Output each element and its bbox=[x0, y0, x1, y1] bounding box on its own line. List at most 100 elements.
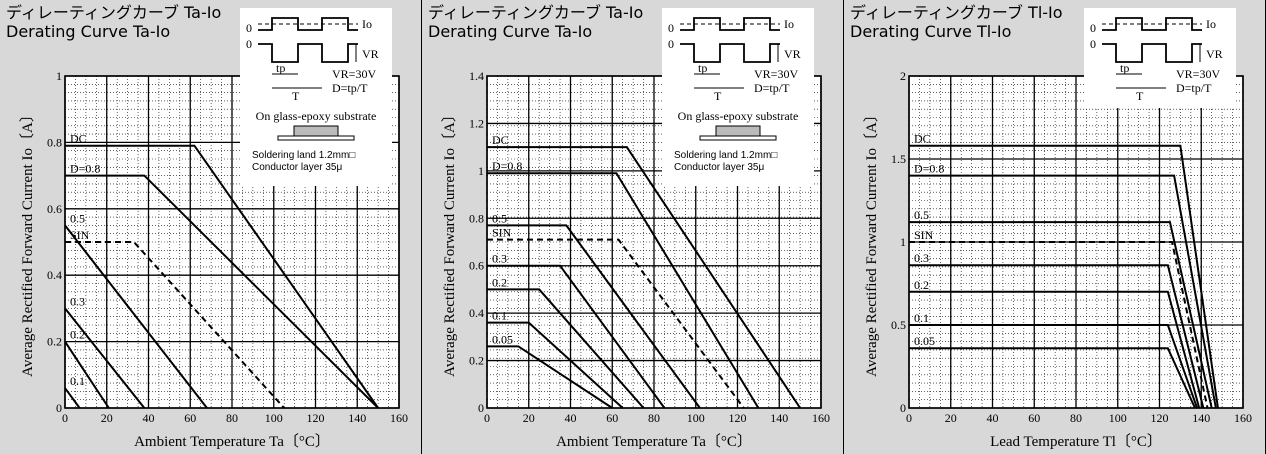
chart-3-y-axis-label: Average Rectified Forward Current Io〔A〕 bbox=[863, 107, 880, 377]
chart-1-x-tick-label: 140 bbox=[348, 411, 366, 425]
chart-2-series-line bbox=[487, 288, 645, 409]
chart-1-series-line bbox=[64, 387, 81, 409]
chart-2-component-body bbox=[715, 125, 761, 137]
chart-3-inset-zero-2: 0 bbox=[1090, 37, 1096, 51]
chart-2-series-label: SIN bbox=[492, 226, 512, 240]
chart-2-plot-frame bbox=[486, 75, 822, 409]
chart-2-series-label: 0.2 bbox=[492, 275, 507, 289]
chart-2-vr-waveform bbox=[680, 43, 780, 63]
chart-2-y-tick-label: 1.4 bbox=[469, 69, 484, 83]
chart-1-series-line bbox=[65, 174, 379, 409]
chart-2-series-label: 0.05 bbox=[492, 332, 513, 346]
chart-3-series-label: 0.5 bbox=[914, 208, 929, 222]
chart-3-series-label: 0.05 bbox=[914, 334, 935, 348]
chart-3-x-tick-label: 40 bbox=[987, 411, 999, 425]
chart-3-series-label: SIN bbox=[914, 228, 934, 242]
chart-2-inset-land-2: Conductor layer 35μ bbox=[674, 162, 764, 173]
chart-1-inset-land-2: Conductor layer 35μ bbox=[252, 162, 342, 173]
chart-2-svg: 0 20 40 60 80 100 120 140 160 0 0.2 0.4 0.6 0.8 1 1.2 1.… bbox=[441, 8, 830, 450]
chart-2-inset-box bbox=[662, 8, 814, 186]
chart-2-y-tick-label: 0.8 bbox=[469, 211, 484, 225]
chart-1-series-label: 0.1 bbox=[70, 374, 85, 388]
chart-panel-3: 0 20 40 60 80 100 120 140 160 0 0.5 1 1.5 2 Lead Tempe… bbox=[844, 0, 1266, 454]
chart-1-component-body bbox=[293, 125, 339, 137]
chart-3-series-line bbox=[909, 324, 1199, 409]
chart-3-inset-io-label: Io bbox=[1206, 17, 1216, 31]
chart-3-x-tick-label: 20 bbox=[945, 411, 957, 425]
chart-1-series-label: 0.2 bbox=[70, 328, 85, 342]
chart-3-series-line bbox=[909, 144, 1219, 409]
chart-2-title: Derating Curve Ta-Io bbox=[428, 22, 593, 41]
chart-2-series-label: 0.5 bbox=[492, 211, 507, 225]
chart-panel-1: 0 20 40 60 80 100 120 140 160 0 0.2 0.4 0.6 0.8 1 Ambie… bbox=[0, 0, 422, 454]
chart-3-series-label: 0.2 bbox=[914, 278, 929, 292]
chart-1-vr-waveform bbox=[258, 43, 358, 63]
chart-1-y-axis-label: Average Rectified Forward Current Io〔A〕 bbox=[19, 107, 36, 377]
chart-2-series-line bbox=[487, 264, 666, 409]
chart-3-series-line bbox=[909, 174, 1217, 409]
chart-2-series-line bbox=[487, 172, 760, 409]
chart-3-series-line bbox=[909, 290, 1201, 409]
chart-1-title-jp: ディレーティングカーブ Ta-Io bbox=[6, 3, 222, 22]
chart-3-y-tick-label: 1 bbox=[900, 235, 906, 249]
chart-2-y-tick-label: 0.2 bbox=[469, 354, 484, 368]
chart-2-inset-t-label: T bbox=[714, 89, 722, 103]
chart-2-x-tick-label: 120 bbox=[729, 411, 747, 425]
chart-3-vr-waveform bbox=[1102, 43, 1202, 63]
chart-1-series-line bbox=[64, 224, 208, 409]
chart-3-y-tick-label: 0 bbox=[900, 401, 906, 415]
chart-1-inset-zero-2: 0 bbox=[246, 37, 252, 51]
chart-3-y-tick-label: 1.5 bbox=[891, 152, 906, 166]
chart-1-x-tick-label: 100 bbox=[265, 411, 283, 425]
chart-2-inset-zero-2: 0 bbox=[668, 37, 674, 51]
chart-2-x-axis-label: Ambient Temperature Ta〔°C〕 bbox=[556, 433, 752, 450]
chart-3-inset-box bbox=[1084, 8, 1236, 108]
chart-2-series-line bbox=[487, 224, 701, 409]
chart-2-x-tick-label: 0 bbox=[484, 411, 490, 425]
chart-2-inset-cond-2: D=tp/T bbox=[754, 81, 790, 95]
chart-2-inset-io-label: Io bbox=[784, 17, 794, 31]
chart-1-x-tick-label: 20 bbox=[101, 411, 113, 425]
chart-2-y-tick-label: 0.6 bbox=[469, 259, 484, 273]
chart-1-inset-cond-2: D=tp/T bbox=[332, 81, 368, 95]
chart-1-x-tick-label: 120 bbox=[307, 411, 325, 425]
chart-1-y-tick-label: 0.6 bbox=[47, 202, 62, 216]
chart-2-y-tick-label: 0 bbox=[478, 401, 484, 415]
chart-3-x-tick-label: 80 bbox=[1070, 411, 1082, 425]
chart-3-inset-cond-2: D=tp/T bbox=[1176, 81, 1212, 95]
chart-2-inset-vr-label: VR bbox=[784, 47, 801, 61]
chart-3-title-jp: ディレーティングカーブ Tl-Io bbox=[850, 3, 1063, 22]
chart-1-x-axis-label: Ambient Temperature Ta〔°C〕 bbox=[134, 433, 330, 450]
chart-1-inset-vr-label: VR bbox=[362, 47, 379, 61]
chart-3-series-label: 0.3 bbox=[914, 251, 929, 265]
chart-3-series-label: D=0.8 bbox=[914, 162, 944, 176]
chart-1-series-label: DC bbox=[70, 132, 87, 146]
chart-2-y-tick-label: 1.2 bbox=[469, 116, 484, 130]
chart-3-x-tick-label: 120 bbox=[1151, 411, 1169, 425]
chart-1-x-tick-label: 60 bbox=[184, 411, 196, 425]
chart-1-inset-io-label: Io bbox=[362, 17, 372, 31]
chart-3-inset-cond-1: VR=30V bbox=[1176, 67, 1220, 81]
chart-2-series-line bbox=[487, 321, 624, 409]
chart-3-inset-t-label: T bbox=[1136, 89, 1144, 103]
chart-3-x-tick-label: 160 bbox=[1234, 411, 1252, 425]
chart-2-y-tick-label: 1 bbox=[478, 164, 484, 178]
chart-2-x-tick-label: 160 bbox=[812, 411, 830, 425]
chart-3-x-axis-label: Lead Temperature Tl〔°C〕 bbox=[990, 433, 1162, 450]
chart-2-series-label: 0.1 bbox=[492, 309, 507, 323]
chart-1-series-label: D=0.8 bbox=[70, 162, 100, 176]
chart-1-inset-land-1: Soldering land 1.2mm□ bbox=[252, 150, 355, 161]
chart-2-y-axis-label: Average Rectified Forward Current Io〔A〕 bbox=[441, 107, 458, 377]
chart-2-x-tick-label: 80 bbox=[648, 411, 660, 425]
chart-3-series-label: DC bbox=[914, 132, 931, 146]
chart-3-x-tick-label: 100 bbox=[1109, 411, 1127, 425]
chart-2-inset-tp-label: tp bbox=[698, 61, 707, 75]
chart-2-inset-cond-1: VR=30V bbox=[754, 67, 798, 81]
chart-1-y-tick-label: 0.8 bbox=[47, 135, 62, 149]
chart-2-x-tick-label: 40 bbox=[565, 411, 577, 425]
chart-1-svg: 0 20 40 60 80 100 120 140 160 0 0.2 0.4 0.6 0.8 1 Ambie… bbox=[19, 8, 408, 450]
chart-3-inset-zero-1: 0 bbox=[1090, 21, 1096, 35]
chart-2-inset-zero-1: 0 bbox=[668, 21, 674, 35]
chart-3-series-label: 0.1 bbox=[914, 311, 929, 325]
chart-1-x-tick-label: 160 bbox=[390, 411, 408, 425]
